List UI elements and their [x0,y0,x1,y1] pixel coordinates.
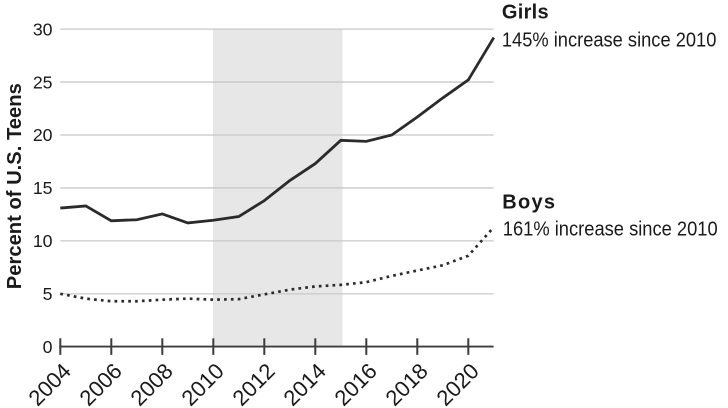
svg-text:10: 10 [33,231,53,251]
svg-text:2008: 2008 [126,358,178,408]
svg-text:Percent of U.S. Teens: Percent of U.S. Teens [4,83,26,289]
svg-text:2006: 2006 [75,358,127,408]
svg-text:Boys: Boys [502,192,555,214]
svg-text:2014: 2014 [279,358,331,408]
svg-text:30: 30 [33,19,53,39]
svg-text:2010: 2010 [177,358,229,408]
svg-text:2020: 2020 [432,358,484,408]
svg-text:Girls: Girls [502,2,549,24]
svg-text:2004: 2004 [24,358,76,408]
svg-text:25: 25 [33,72,53,92]
svg-text:2016: 2016 [330,358,382,408]
svg-text:2012: 2012 [228,358,280,408]
svg-text:5: 5 [43,284,53,304]
svg-text:2018: 2018 [381,358,433,408]
svg-text:15: 15 [33,178,53,198]
svg-text:145% increase since 2010: 145% increase since 2010 [502,29,717,51]
svg-text:20: 20 [33,125,53,145]
svg-text:161% increase since 2010: 161% increase since 2010 [503,219,718,241]
svg-text:0: 0 [43,337,53,357]
